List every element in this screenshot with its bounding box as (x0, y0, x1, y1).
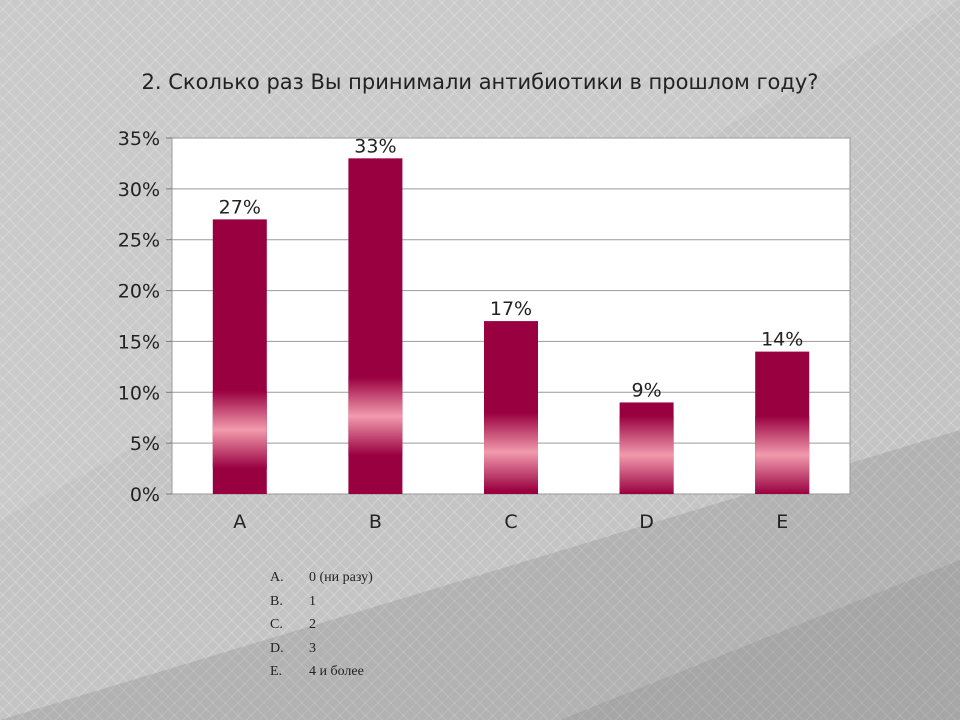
y-tick-label: 5% (130, 433, 160, 455)
legend-letter: A. (270, 570, 284, 585)
x-tick-label: D (639, 511, 654, 533)
legend-text: 4 и более (309, 664, 364, 679)
y-tick-label: 0% (130, 484, 160, 506)
slide-title: 2. Сколько раз Вы принимали антибиотики … (141, 70, 819, 94)
x-tick-label: A (233, 511, 246, 533)
data-label: 9% (632, 379, 662, 401)
legend-letter: E. (270, 664, 283, 679)
data-label: 33% (354, 135, 396, 157)
y-tick-label: 35% (118, 128, 160, 150)
bar-highlight (348, 377, 403, 456)
legend-text: 0 (ни разу) (309, 570, 373, 585)
legend-letter: C. (270, 617, 283, 632)
y-tick-label: 30% (118, 179, 160, 201)
y-tick-label: 20% (118, 281, 160, 303)
legend-item: B. 1 (270, 592, 373, 616)
legend-item: C. 2 (270, 615, 373, 639)
answer-legend: A. 0 (ни разу) B. 1 C. 2 D. 3 E. 4 и бол… (270, 568, 373, 686)
x-tick-label: E (776, 511, 788, 533)
bar-highlight (619, 416, 674, 494)
legend-letter: B. (270, 593, 283, 609)
legend-item: A. 0 (ни разу) (270, 568, 373, 592)
y-tick-label: 15% (118, 331, 160, 353)
bar-highlight (484, 413, 538, 492)
y-tick-label: 25% (118, 230, 160, 252)
legend-text: 3 (309, 640, 316, 656)
bar-highlight (212, 390, 267, 469)
x-tick-label: C (504, 511, 517, 533)
data-label: 27% (219, 196, 261, 218)
bar-highlight (755, 416, 810, 494)
data-label: 14% (761, 329, 803, 351)
y-tick-label: 10% (118, 382, 160, 404)
data-label: 17% (490, 298, 532, 320)
legend-letter: D. (270, 640, 284, 656)
legend-text: 2 (309, 617, 316, 632)
legend-item: D. 3 (270, 639, 373, 663)
x-tick-label: B (369, 511, 382, 533)
legend-item: E. 4 и более (270, 662, 373, 686)
legend-text: 1 (309, 593, 316, 609)
